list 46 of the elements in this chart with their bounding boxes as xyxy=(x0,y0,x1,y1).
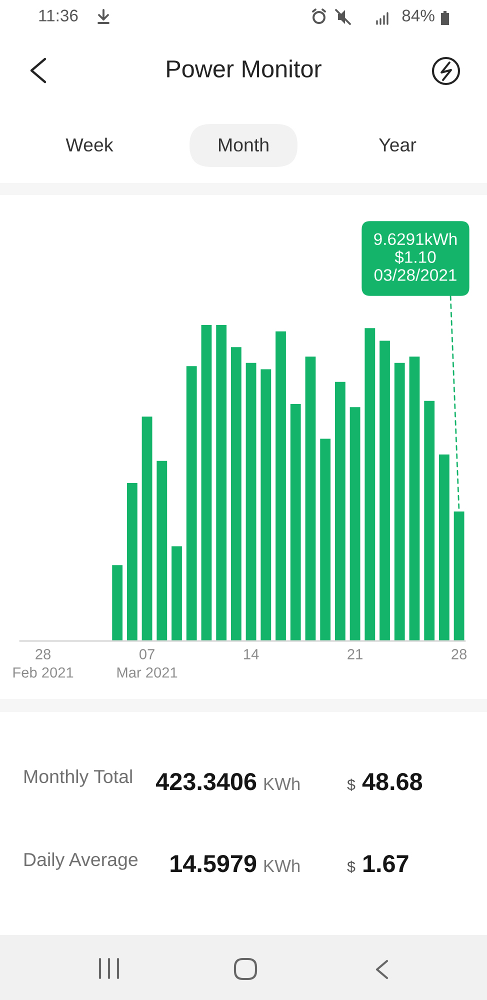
text: $ xyxy=(347,860,356,874)
x-tick-label: 21 xyxy=(348,649,362,660)
bar xyxy=(260,369,272,641)
bar xyxy=(186,366,197,641)
x-tick-label: 14 xyxy=(244,649,259,660)
text: Daily Average xyxy=(24,852,138,870)
bar xyxy=(230,347,242,641)
bar xyxy=(142,416,152,641)
x-tick-label: 28 xyxy=(452,649,467,660)
bar xyxy=(320,438,331,641)
bar xyxy=(112,565,123,641)
bar xyxy=(364,328,376,641)
text: Power Monitor xyxy=(167,60,322,78)
bar xyxy=(409,356,420,641)
bar xyxy=(201,325,212,641)
bar xyxy=(424,400,435,641)
text: KWh xyxy=(264,777,300,790)
bar xyxy=(290,404,301,641)
text: Week xyxy=(66,138,114,152)
bar xyxy=(246,362,256,641)
text: 84% xyxy=(402,10,434,22)
text: Year xyxy=(378,138,416,152)
x-tick-label: 07 Mar 2021 xyxy=(117,649,178,678)
bar xyxy=(439,454,450,641)
bar xyxy=(380,340,390,641)
x-tick-label: 28 Feb 2021 xyxy=(13,649,74,678)
bar xyxy=(216,325,227,641)
text: 1.67 xyxy=(364,855,408,872)
annotation: 9.6291kWh $1.10 03/28/2021 xyxy=(374,232,457,281)
text: 11:36 xyxy=(39,10,78,22)
text: Month xyxy=(218,138,268,152)
text: Monthly Total xyxy=(24,769,132,787)
text: KWh xyxy=(264,859,300,872)
bar xyxy=(350,407,360,641)
text: 48.68 xyxy=(362,773,422,790)
text: 14.5979 xyxy=(170,855,256,872)
bar xyxy=(334,382,346,641)
bar xyxy=(305,356,316,641)
bar xyxy=(156,460,168,641)
bar xyxy=(172,546,182,641)
bar xyxy=(126,483,138,641)
bar xyxy=(454,511,464,641)
text: 423.3406 xyxy=(156,773,256,790)
bar xyxy=(394,362,405,641)
bar xyxy=(276,331,286,641)
text: $ xyxy=(347,778,356,792)
